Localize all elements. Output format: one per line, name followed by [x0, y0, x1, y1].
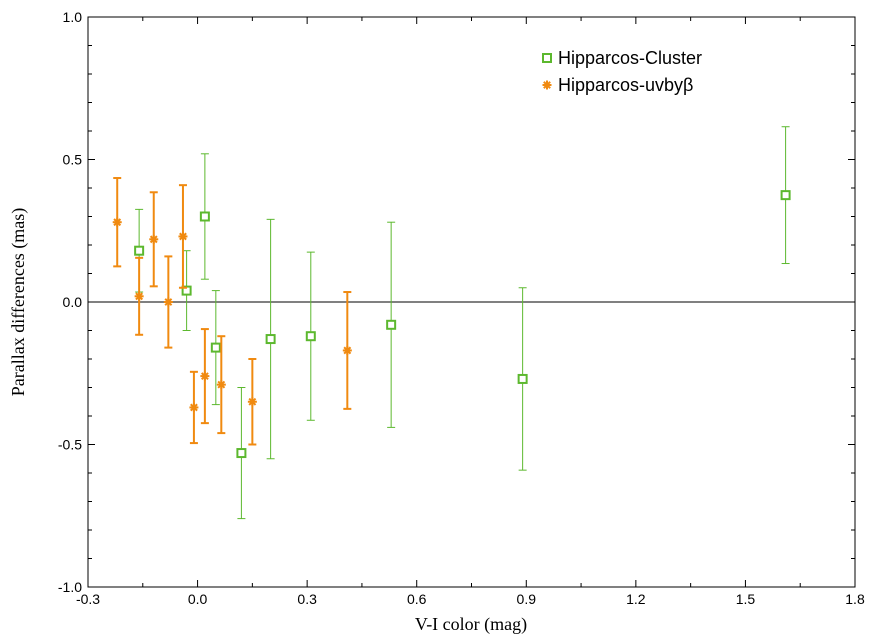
data-point: [200, 371, 210, 381]
y-tick-label: 0.5: [63, 152, 83, 168]
data-point: [247, 397, 257, 407]
data-point: [163, 297, 173, 307]
data-point: [386, 319, 397, 330]
series-hipparcos-uvbybeta: [112, 177, 352, 446]
asterisk-stroke: [135, 292, 144, 301]
asterisk-stroke: [179, 232, 187, 241]
legend-label: Hipparcos-Cluster: [558, 48, 702, 68]
data-series: [112, 126, 791, 520]
legend-label: Hipparcos-uvbyβ: [558, 75, 693, 95]
x-tick-label: 1.2: [626, 591, 646, 607]
legend: Hipparcos-Cluster Hipparcos-uvbyβ: [542, 48, 702, 95]
data-point: [199, 211, 210, 222]
asterisk-stroke: [190, 403, 198, 412]
data-point: [181, 285, 192, 296]
y-tick-label: -1.0: [58, 579, 82, 595]
y-axis-title: Parallax differences (mas): [8, 208, 29, 397]
asterisk-stroke: [164, 298, 173, 306]
data-point: [236, 448, 247, 459]
legend-marker-square: [542, 53, 552, 63]
data-point: [780, 190, 791, 201]
x-tick-label: 0.3: [297, 591, 317, 607]
x-tick-label: 0.6: [407, 591, 427, 607]
data-point: [134, 245, 145, 256]
x-tick-label: 0.0: [188, 591, 208, 607]
asterisk-stroke: [248, 397, 257, 406]
asterisk-stroke: [113, 218, 122, 227]
y-tick-label: -0.5: [58, 437, 82, 453]
x-tick-label: -0.3: [76, 591, 100, 607]
data-point: [112, 217, 122, 227]
asterisk-stroke: [543, 81, 551, 89]
data-point: [134, 291, 144, 301]
asterisk-stroke: [149, 235, 158, 244]
asterisk-stroke: [217, 380, 226, 389]
x-axis-title: V-I color (mag): [415, 614, 527, 635]
x-tick-label: 0.9: [517, 591, 537, 607]
asterisk-stroke: [343, 346, 352, 355]
data-point: [216, 380, 226, 390]
y-tick-label: 0.0: [63, 294, 83, 310]
series-hipparcos-cluster: [134, 126, 791, 520]
legend-marker-asterisk: [542, 80, 552, 90]
asterisk-stroke: [200, 372, 209, 380]
x-tick-label: 1.8: [845, 591, 865, 607]
data-point: [265, 334, 276, 345]
data-point: [149, 234, 159, 244]
x-tick-label: 1.5: [736, 591, 756, 607]
data-point: [189, 402, 199, 412]
data-point: [210, 342, 221, 353]
data-point: [178, 231, 188, 241]
y-tick-label: 1.0: [63, 9, 83, 25]
data-point: [305, 331, 316, 342]
data-point: [342, 345, 352, 355]
axis-ticks: -0.3 0.0 0.3 0.6 0.9 1.2 1.5 1.8 -1.0 -0.5 0.0 0.5 1…: [58, 9, 865, 607]
data-point: [517, 373, 528, 384]
